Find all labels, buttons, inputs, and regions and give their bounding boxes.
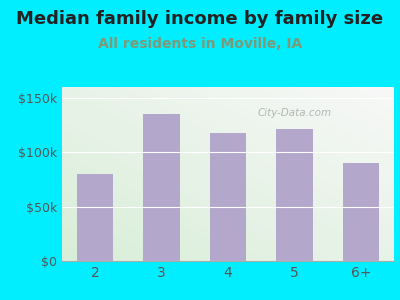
Bar — [342, 163, 379, 261]
Text: City-Data.com: City-Data.com — [257, 108, 332, 118]
Text: All residents in Moville, IA: All residents in Moville, IA — [98, 38, 302, 52]
Bar — [77, 174, 114, 261]
Bar — [276, 129, 313, 261]
Text: Median family income by family size: Median family income by family size — [16, 11, 384, 28]
Bar — [143, 114, 180, 261]
Bar — [210, 133, 246, 261]
